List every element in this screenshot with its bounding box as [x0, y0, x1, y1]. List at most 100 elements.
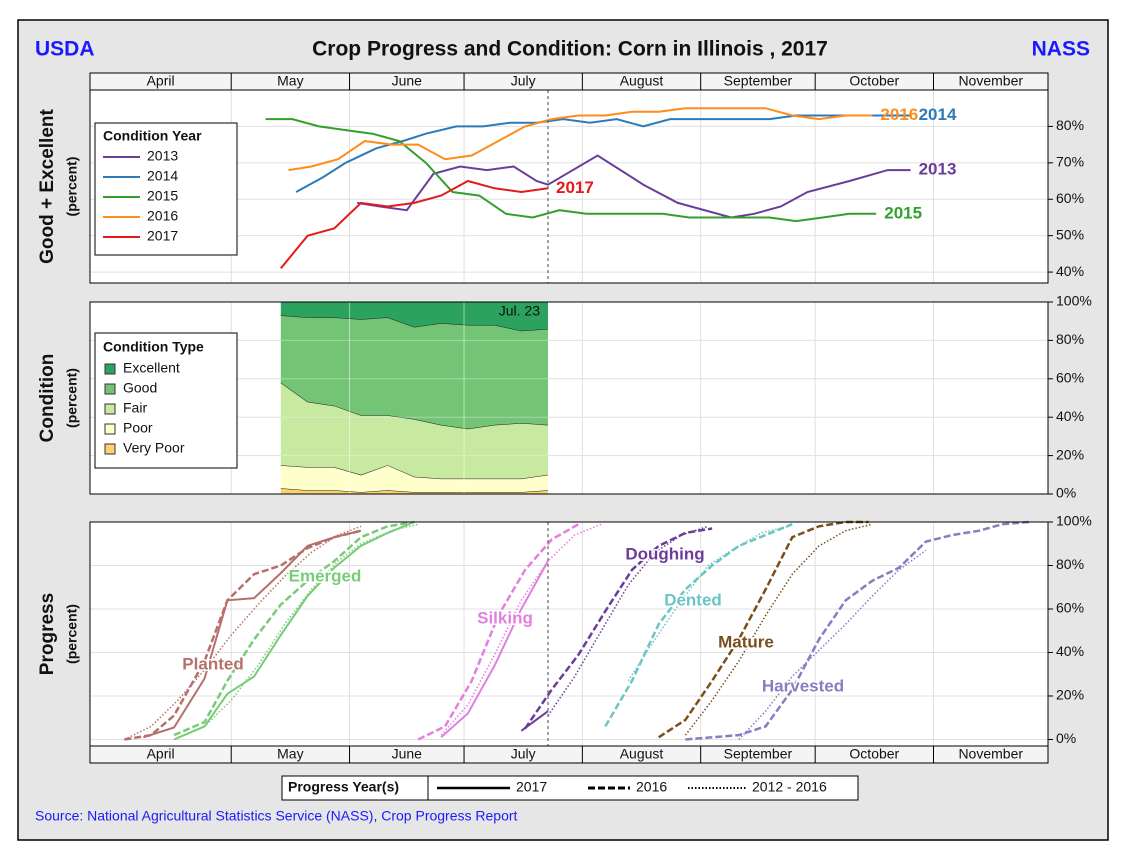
- legend-label: Excellent: [123, 360, 180, 376]
- legend-box: [281, 775, 859, 801]
- series-line: [265, 118, 877, 223]
- plot-area: [90, 522, 1048, 746]
- progress-line: [124, 525, 362, 741]
- month-label: May: [277, 73, 303, 89]
- date-annotation: Jul. 23: [499, 303, 540, 319]
- condition-area: [280, 302, 548, 331]
- progress-line: [685, 520, 1030, 741]
- legend-title: Progress Year(s): [288, 779, 399, 795]
- y-tick-label: 40%: [1056, 263, 1084, 279]
- stage-label: Doughing: [625, 544, 704, 563]
- y-axis-subtitle: (percent): [64, 157, 80, 217]
- legend-label: 2016: [147, 208, 178, 224]
- legend-label: Fair: [123, 400, 147, 416]
- month-label: August: [620, 746, 664, 762]
- legend-title: Condition Year: [103, 128, 202, 144]
- y-tick-label: 70%: [1056, 154, 1084, 170]
- month-label: April: [147, 746, 175, 762]
- month-label: October: [849, 73, 899, 89]
- legend-label: Good: [123, 380, 157, 396]
- series-end-label: 2017: [556, 178, 594, 197]
- legend-label: 2017: [516, 779, 547, 795]
- month-label: November: [958, 746, 1023, 762]
- y-tick-label: 50%: [1056, 226, 1084, 242]
- y-tick-label: 40%: [1056, 643, 1084, 659]
- month-label: September: [724, 73, 793, 89]
- y-tick-label: 100%: [1056, 293, 1092, 309]
- condition-area: [280, 465, 548, 493]
- plot-border: [89, 301, 1049, 495]
- plot-area: [90, 90, 1048, 283]
- month-label: July: [511, 746, 536, 762]
- legend-label: 2017: [147, 228, 178, 244]
- progress-line: [524, 527, 713, 730]
- legend-swatch: [104, 383, 116, 395]
- progress-line: [440, 560, 549, 739]
- legend-swatch: [104, 403, 116, 415]
- progress-line: [124, 529, 362, 741]
- y-tick-label: 0%: [1056, 485, 1076, 501]
- legend-title: Condition Type: [103, 339, 204, 355]
- source-note: Source: National Agricultural Statistics…: [35, 808, 518, 824]
- progress-line: [173, 520, 415, 737]
- agency-left: USDA: [35, 38, 95, 61]
- y-tick-label: 80%: [1056, 331, 1084, 347]
- series-end-label: 2015: [884, 203, 922, 222]
- legend-swatch: [104, 443, 116, 455]
- legend-box: [94, 122, 238, 256]
- legend-label: Poor: [123, 420, 153, 436]
- legend-label: 2013: [147, 148, 178, 164]
- progress-line: [417, 523, 580, 741]
- stage-label: Mature: [718, 632, 774, 651]
- y-tick-label: 0%: [1056, 730, 1076, 746]
- month-label: June: [392, 73, 423, 89]
- y-tick-label: 80%: [1056, 117, 1084, 133]
- month-label: August: [620, 73, 664, 89]
- month-strip: [89, 745, 1049, 764]
- condition-area: [280, 382, 548, 479]
- y-tick-label: 60%: [1056, 190, 1084, 206]
- y-tick-label: 20%: [1056, 446, 1084, 462]
- legend-label: 2012 - 2016: [752, 779, 827, 795]
- plot-area: [90, 302, 1048, 494]
- agency-right: NASS: [1032, 38, 1090, 61]
- chart-title: Crop Progress and Condition: Corn in Ill…: [312, 38, 828, 61]
- series-end-label: 2014: [919, 105, 957, 124]
- month-label: May: [277, 746, 303, 762]
- y-tick-label: 100%: [1056, 513, 1092, 529]
- y-tick-label: 60%: [1056, 370, 1084, 386]
- y-tick-label: 80%: [1056, 556, 1084, 572]
- month-label: April: [147, 73, 175, 89]
- progress-line: [177, 523, 419, 738]
- month-label: September: [724, 746, 793, 762]
- series-line: [357, 154, 911, 219]
- legend-label: Very Poor: [123, 440, 185, 456]
- progress-line: [658, 520, 869, 739]
- series-line: [280, 179, 549, 270]
- month-strip: [89, 72, 1049, 91]
- progress-line: [604, 523, 793, 728]
- y-axis-subtitle: (percent): [64, 368, 80, 428]
- legend-label: 2016: [636, 779, 667, 795]
- legend-label: 2014: [147, 168, 178, 184]
- y-tick-label: 40%: [1056, 408, 1084, 424]
- y-axis-title: Progress: [37, 593, 58, 675]
- y-tick-label: 20%: [1056, 687, 1084, 703]
- stage-label: Emerged: [289, 566, 362, 585]
- stage-label: Harvested: [762, 676, 844, 695]
- y-tick-label: 60%: [1056, 600, 1084, 616]
- legend-box: [94, 332, 238, 469]
- progress-line: [440, 523, 602, 736]
- progress-line: [684, 523, 873, 736]
- month-label: June: [392, 746, 423, 762]
- y-axis-title: Condition: [37, 354, 58, 443]
- stage-label: Silking: [477, 608, 533, 627]
- condition-area: [280, 315, 548, 429]
- month-label: October: [849, 746, 899, 762]
- month-label: July: [511, 73, 536, 89]
- y-axis-title: Good + Excellent: [37, 108, 58, 263]
- legend-swatch: [104, 363, 116, 375]
- series-end-label: 2013: [919, 160, 957, 179]
